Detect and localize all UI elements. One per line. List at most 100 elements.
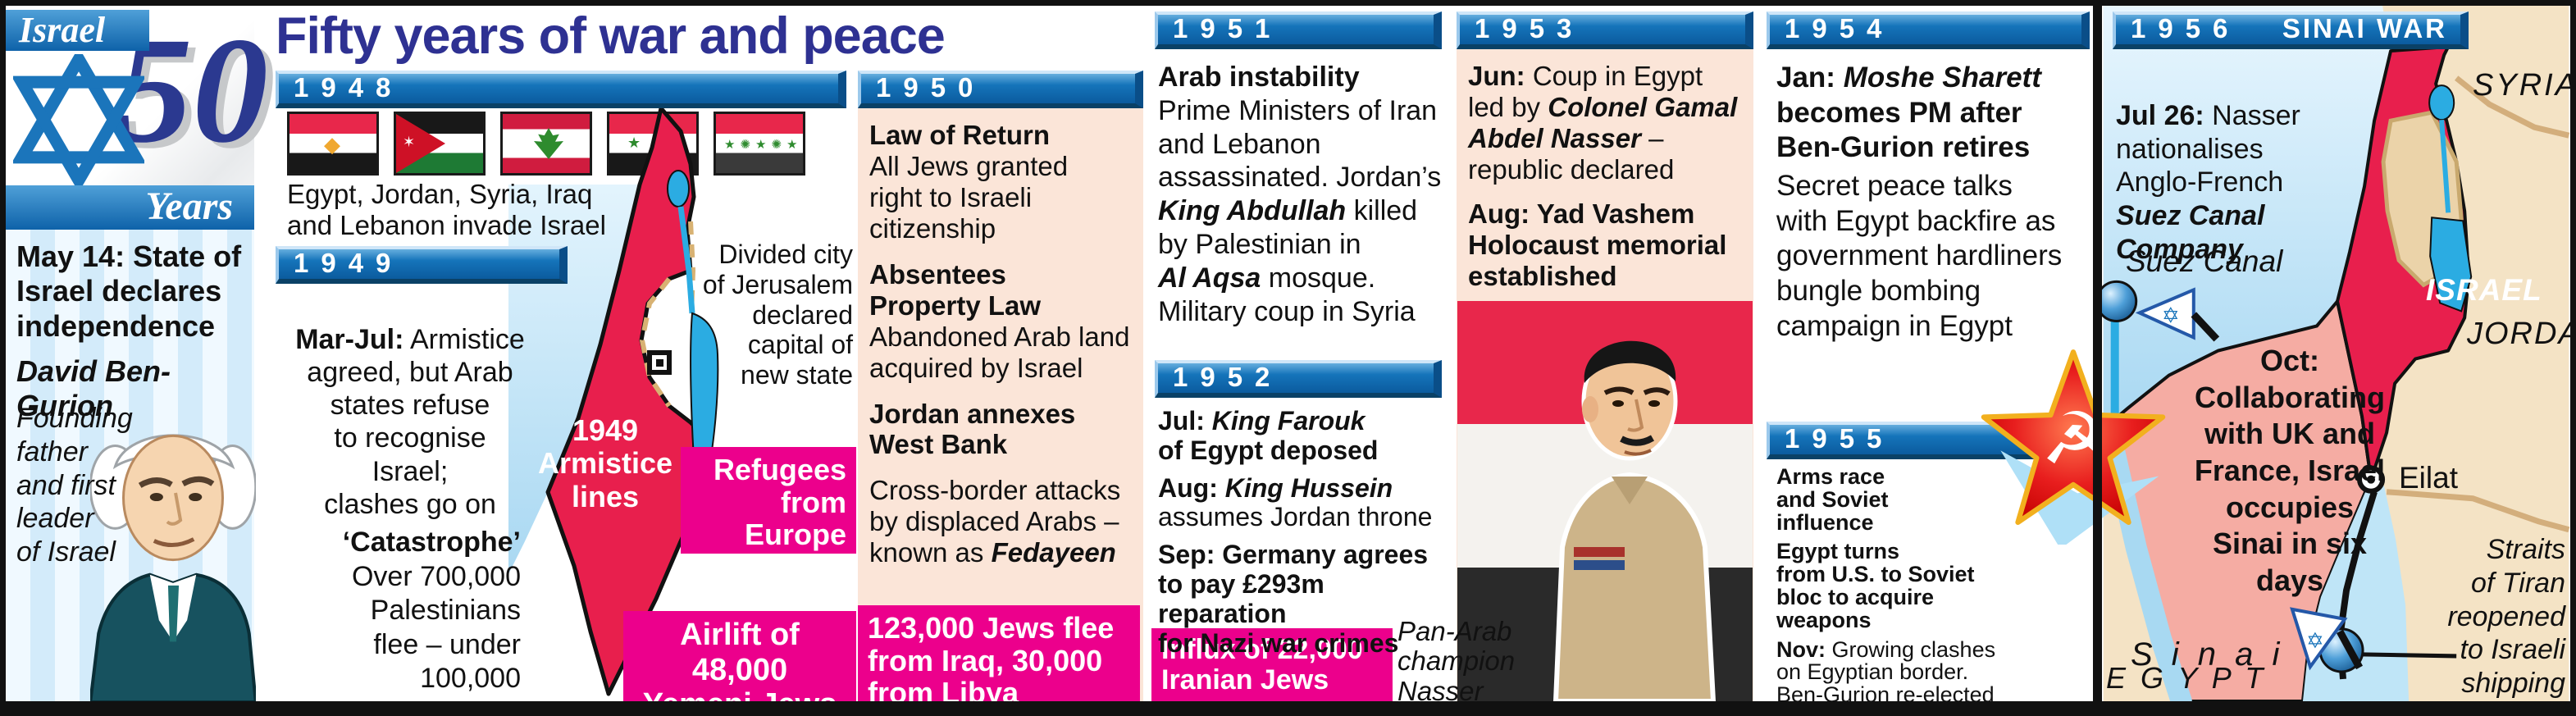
ben-gurion-portrait [90,434,256,702]
sinai-war-label: SINAI WAR [2282,13,2447,43]
west-bank-armistice-line [639,277,672,408]
canal-marker-sphere [2102,280,2138,322]
catastrophe-title: ‘Catastrophe’ [342,527,521,559]
col-1954-content: Jan: Moshe Sharett becomes PM after Ben-… [1776,61,2092,344]
logo-years-label: Years [145,185,233,228]
year-1956-label: 1956 [2131,13,2241,43]
flag-jordan-icon: ✶ [394,112,486,176]
year-bar-1952: 1952 [1155,360,1442,398]
year-bar-1951: 1951 [1155,11,1442,49]
col-1951-content: Arab instability Prime Ministers of Iran… [1158,61,1445,328]
straits-pointer-line [2360,652,2457,659]
israel-1949-map [508,107,719,696]
sinai-label: S i n a i [2131,636,2285,673]
hair [1584,340,1676,383]
airlift-box: Airlift of 48,000 Yemeni Jews [623,611,856,716]
suez-canal-label: Suez Canal [2126,244,2283,278]
germany-para: Sep: Germany agrees to pay £293m reparat… [1158,540,1429,658]
egypt-label: E G Y P T [2106,661,2267,695]
jordan-river [677,206,695,314]
nov-label: Nov: [1776,636,1832,662]
ben-gurion-caption: Founding father and first leader of Isra… [16,403,133,568]
hussein-para: Aug: King Hussein assumes Jordan throne [1158,472,1453,533]
year-1949-label: 1949 [294,248,403,278]
armistice-lines-label: 1949 Armistice lines [537,413,673,513]
jul26-body: Nasser nationalises Anglo-French [2116,99,2300,198]
fedayeen-text: Cross-border attacks by displaced Arabs … [869,475,1140,568]
syria-label: SYRIA [2473,68,2576,103]
jordan-south-border [2386,489,2570,533]
uniform [1552,472,1717,701]
logo-israel-bar: Israel [6,10,149,51]
face [122,434,224,562]
israel-label: ISRAEL [2426,273,2542,307]
year-1948-label: 1948 [294,72,403,103]
col-1950-content: Law of Return All Jews granted right to … [869,120,1140,568]
year-1952-label: 1952 [1173,362,1283,392]
red-star [1981,349,2166,525]
col-1955-content: Arms race and Soviet influence Egypt tur… [1776,464,2096,708]
jul26-label: Jul 26: [2116,99,2213,131]
oct-text: Oct: Collaborating with UK and France, I… [2194,344,2386,597]
arab-instability-title: Arab instability [1158,62,1360,93]
absentees-text: Abandoned Arab land acquired by Israel [869,321,1130,383]
arab-instability-body: Prime Ministers of Iran and Lebanon assa… [1158,94,1445,329]
year-bar-1954: 1954 [1767,11,2090,49]
col-1950-background [858,107,1143,701]
law-of-return-title: Law of Return [869,120,1050,150]
secret-talks-para: Secret peace talks with Egypt backfire a… [1776,170,2063,342]
jul-rest: of Egypt deposed [1158,435,1379,465]
armistice-1949-text: Mar-Jul: Armistice agreed, but Arab stat… [271,290,549,521]
aug-rest: assumes Jordan throne [1158,502,1433,532]
year-bar-1948: 1948 [276,71,846,108]
colonel-nasser: Colonel Gamal Abdel Nasser [1468,91,1738,153]
logo-country-label: Israel [19,10,106,50]
jews-flee-box: 123,000 Jews flee from Iraq, 30,000 from… [858,605,1140,709]
jerusalem-note: Divided city of Jerusalem declared capit… [702,239,853,390]
aug-label: Aug: [1158,472,1225,503]
al-aqsa: Al Aqsa [1158,262,1261,294]
sea-of-galilee [667,170,690,208]
body-3: mosque. Military coup in Syria [1158,262,1416,327]
svg-text:✡: ✡ [2306,629,2324,654]
jordan-star: ✶ [403,134,416,150]
flag-iraq-icon: ★✺★✺★ [714,112,805,176]
jan-rest: becomes PM after Ben-Gurion retires [1776,96,2031,164]
flag-lebanon-icon [500,112,592,176]
egypt-turns-text: Egypt turns from U.S. to Soviet bloc to … [1776,539,1975,632]
sinai-war-map: ✡ ✡ [2102,6,2570,701]
king-farouk: King Farouk [1211,406,1366,436]
coup-para: Jun: Coup in Egypt led by Colonel Gamal … [1468,61,1751,185]
year-1951-label: 1951 [1173,13,1283,43]
year-bar-1953: 1953 [1457,11,1753,49]
page-title: Fifty years of war and peace [276,7,946,65]
panel-divider [2093,6,2102,701]
straits-note: Straits of Tiran reopened to Israeli shi… [2447,534,2565,700]
suez-company: Suez Canal Company [2116,200,2265,265]
jordan-annexes-title: Jordan annexes West Bank [869,398,1076,460]
arms-race-title: Arms race and Soviet influence [1776,464,1889,535]
year-1954-label: 1954 [1785,13,1894,43]
sea-of-galilee [2428,84,2455,121]
farouk-para: Jul: King Farouk of Egypt deposed [1158,406,1453,466]
year-bar-1956: 1956 SINAI WAR [2113,11,2469,49]
jordan-river [2439,119,2451,213]
may14-text: May 14: State of Israel declares indepen… [16,239,242,343]
invade-text: Egypt, Jordan, Syria, Iraq and Lebanon i… [287,179,606,241]
ear [1582,396,1598,422]
nov-para: Nov: Growing clashes on Egyptian border.… [1776,636,2096,708]
ben-gurion-name: David Ben-Gurion [16,354,171,422]
jordan-label: JORDAN [2467,317,2576,351]
nasser-illustration [1457,301,1753,701]
absentees-title: Absentees Property Law [869,258,1042,321]
iraq-stars: ★✺★✺★ [724,138,803,152]
year-1950-label: 1950 [876,72,986,103]
armistice-date: Mar-Jul: [295,324,404,356]
fedayeen-body: Cross-border attacks by displaced Arabs … [869,475,1121,568]
dead-sea [2429,217,2473,312]
jun-label: Jun: [1468,61,1533,91]
egypt-eagle-emblem: ◆ [324,132,340,157]
nov-rest: Growing clashes on Egyptian border. Ben-… [1776,636,1996,708]
eilat-label: Eilat [2399,461,2458,495]
